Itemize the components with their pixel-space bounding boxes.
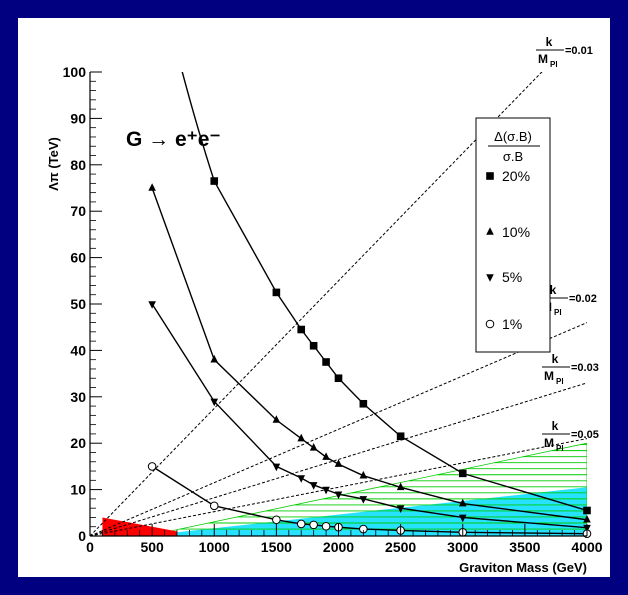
coupling-label-value: =0.02: [569, 293, 597, 305]
data-point: [458, 514, 467, 523]
data-point: [396, 505, 405, 513]
coupling-label-value: =0.03: [571, 362, 599, 374]
coupling-label-k: k: [546, 35, 553, 49]
legend-box: [475, 117, 551, 353]
coupling-label: kM Pl =0.05: [542, 419, 599, 453]
y-tick-label: 80: [70, 157, 86, 173]
data-point: [396, 482, 405, 491]
x-tick-label: 3000: [447, 539, 478, 555]
data-point: [309, 443, 318, 451]
data-point: [359, 496, 368, 504]
coupling-label-mpl: M: [544, 369, 554, 383]
data-point: [486, 227, 494, 235]
legend-entry-label: 10%: [502, 224, 530, 240]
legend-title-numerator: Δ(σ.B): [494, 129, 532, 144]
data-point: [147, 462, 157, 471]
coupling-label: kM Pl =0.01: [536, 35, 593, 69]
data-point: [272, 415, 281, 423]
coupling-line: [90, 322, 587, 536]
y-tick-label: 10: [70, 482, 86, 498]
coupling-label-k: k: [552, 352, 559, 366]
data-point: [321, 521, 331, 531]
legend: Δ(σ.B) σ.B 20% 10% 5% 1%: [475, 117, 551, 353]
y-tick-label: 60: [70, 250, 86, 266]
data-point: [359, 399, 368, 408]
y-axis-label: Λπ (TeV): [46, 137, 61, 191]
legend-entry-label: 20%: [502, 168, 530, 184]
data-point: [209, 501, 219, 511]
coupling-label-value: =0.01: [565, 45, 593, 57]
coupling-label: kM Pl =0.03: [542, 352, 599, 386]
coupling-line: [90, 438, 587, 536]
coupling-label-mpl-sub: Pl: [554, 308, 562, 317]
data-point: [148, 183, 156, 191]
coupling-label-k: k: [550, 283, 557, 297]
chart-title: G → e⁺e⁻: [126, 128, 221, 151]
y-tick-label: 90: [70, 110, 86, 126]
data-point: [210, 177, 219, 185]
data-point: [486, 172, 494, 180]
data-point: [359, 470, 368, 479]
data-point: [583, 506, 591, 515]
data-point: [309, 482, 318, 490]
data-point: [334, 374, 343, 383]
data-point: [458, 469, 467, 478]
coupling-label-value: =0.05: [571, 429, 599, 441]
data-point: [210, 354, 219, 363]
data-point: [272, 288, 281, 297]
data-point: [396, 432, 405, 441]
coupling-label-k: k: [552, 419, 559, 433]
data-point: [309, 520, 318, 530]
legend-entry-label: 5%: [502, 269, 522, 285]
x-tick-label: 0: [86, 539, 94, 555]
data-point: [210, 398, 219, 407]
chart-frame: 0 10 20 30 40 50 60 70 80 90 100 0 500 1000 1500 2000 25…: [18, 18, 610, 577]
series-line: [213, 180, 587, 512]
series-line: [181, 72, 215, 182]
x-tick-label: 4000: [571, 539, 602, 555]
x-tick-label: 3500: [509, 539, 540, 555]
data-point: [296, 519, 306, 529]
x-axis-label: Graviton Mass (GeV): [459, 560, 587, 575]
data-point: [309, 341, 318, 350]
data-point: [322, 486, 330, 495]
legend-title-denominator: σ.B: [503, 149, 523, 164]
data-point: [297, 433, 306, 442]
data-point: [297, 475, 306, 483]
x-tick-label: 2000: [323, 539, 354, 555]
x-tick-label: 1000: [199, 539, 230, 555]
data-point: [272, 463, 281, 472]
data-point: [297, 325, 306, 334]
y-tick-label: 40: [70, 342, 86, 358]
data-point: [583, 514, 591, 523]
data-point: [322, 358, 330, 366]
y-tick-label: 50: [70, 296, 86, 312]
data-point: [334, 459, 343, 467]
coupling-label-mpl-sub: Pl: [556, 377, 564, 386]
y-tick-label: 0: [78, 528, 86, 544]
y-tick-label: 20: [70, 435, 86, 451]
x-tick-label: 2500: [385, 539, 416, 555]
y-tick-label: 100: [63, 64, 87, 80]
coupling-label-mpl: M: [538, 52, 548, 66]
y-tick-label: 30: [70, 389, 86, 405]
coupling-line: [90, 72, 543, 536]
legend-entry-label: 1%: [502, 316, 522, 332]
coupling-label-mpl-sub: Pl: [556, 444, 564, 453]
x-tick-label: 500: [140, 539, 164, 555]
data-point: [458, 498, 467, 507]
data-point: [148, 301, 156, 309]
data-point: [334, 491, 343, 500]
data-point: [272, 515, 281, 525]
data-point: [322, 452, 330, 460]
y-tick-label: 70: [70, 203, 86, 219]
data-point: [485, 319, 495, 329]
coupling-label-mpl: M: [544, 436, 554, 450]
coupling-label-mpl-sub: Pl: [550, 60, 558, 69]
sensitivity-region: [164, 487, 587, 536]
x-tick-label: 1500: [261, 539, 292, 555]
data-point: [486, 274, 494, 282]
